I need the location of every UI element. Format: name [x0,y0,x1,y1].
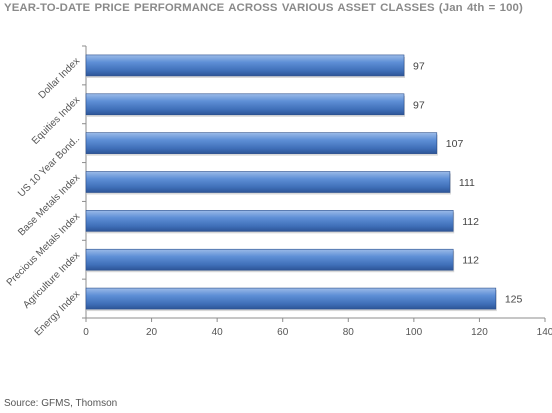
source-note: Source: GFMS, Thomson [4,398,118,409]
x-tick-label: 20 [146,327,158,338]
x-tick-label: 140 [537,327,552,338]
x-tick-label: 120 [471,327,488,338]
bar [85,93,405,116]
data-label: 111 [459,177,475,189]
bar [85,248,454,271]
data-label: 125 [505,294,523,306]
category-label: Precious Metals Index [5,211,82,288]
category-label: Dollar Index [37,56,83,102]
chart-title: YEAR-TO-DATE PRICE PERFORMANCE ACROSS VA… [4,2,523,14]
data-label: 97 [413,60,425,72]
x-tick-label: 40 [212,327,224,338]
x-tick-label: 0 [83,327,89,338]
bar [85,287,497,310]
bar [85,132,438,154]
data-label: 112 [462,255,479,267]
data-label: 97 [413,99,425,111]
x-tick-label: 100 [406,327,423,338]
bar [85,54,405,77]
bar [85,210,454,232]
bar [85,171,451,193]
x-tick-label: 60 [277,327,289,338]
data-label: 112 [462,216,479,228]
x-tick-label: 80 [343,327,355,338]
data-label: 107 [446,138,464,150]
